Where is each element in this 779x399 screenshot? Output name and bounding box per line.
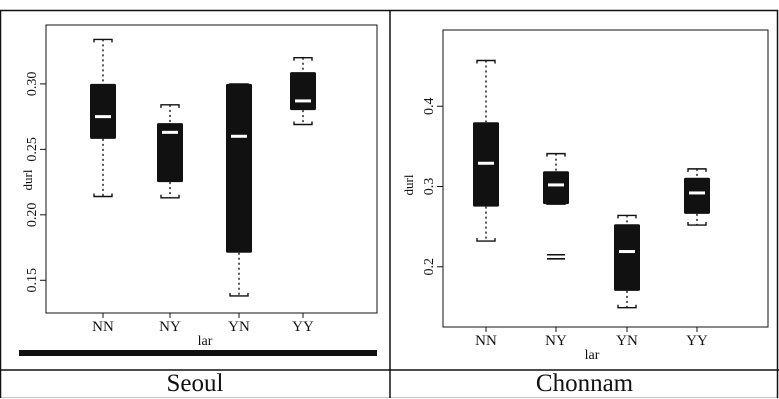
chart0-cap-min-1 xyxy=(160,194,180,199)
chart0-xtick-label-0: NN xyxy=(92,319,114,335)
chart0-xtick-label-2: YN xyxy=(228,319,250,335)
chart0-cap-max-1 xyxy=(160,104,180,108)
chart1-xlabel: lar xyxy=(585,348,600,363)
chart0-cap-min-3 xyxy=(293,121,313,126)
chart0-cap-max-0 xyxy=(93,38,113,43)
chart1-cap-max-3 xyxy=(687,168,707,172)
chart0-box-1 xyxy=(157,123,183,183)
chart1-box-1 xyxy=(543,171,569,205)
chart0-ytick-label-1: 0.20 xyxy=(25,203,40,228)
chart1-xtick-label-2: YN xyxy=(616,333,638,349)
chart1-cap-max-2 xyxy=(617,214,637,219)
chart0-cap-min-0 xyxy=(93,193,113,198)
chart1-xtick-label-0: NN xyxy=(475,333,497,349)
chart1-cap-max-0 xyxy=(476,59,496,64)
chart0-ylabel: durl xyxy=(20,169,35,190)
chonnam-plot-area xyxy=(442,29,769,328)
caption-seoul: Seoul xyxy=(166,370,224,397)
chart1-xtick-label-1: NY xyxy=(545,333,567,349)
chart0-xtick-label-1: NY xyxy=(159,319,181,335)
chart1-cap-min-2 xyxy=(617,304,637,309)
caption-chonnam: Chonnam xyxy=(535,370,634,397)
chart1-ylabel: durl xyxy=(401,174,416,195)
chart1-cap-min-0 xyxy=(476,238,496,242)
chonnam-boxplot: 0.2 0.3 0.4 durl NN NY YN YY lar xyxy=(401,59,710,363)
chart1-cap-min-3 xyxy=(687,222,707,226)
chart0-box-0 xyxy=(90,83,116,139)
seoul-boxplot: 0.15 0.20 0.25 0.30 durl NN NY YN YY lar xyxy=(20,38,316,349)
chart0-ytick-label-3: 0.30 xyxy=(25,72,40,97)
chart0-cap-max-3 xyxy=(293,57,313,61)
chart1-ytick-label-2: 0.4 xyxy=(422,98,437,116)
chart1-cap-max-1 xyxy=(546,152,566,157)
outer-border xyxy=(0,9,779,398)
chart0-ytick-label-0: 0.15 xyxy=(25,268,40,293)
chart0-xtick-label-3: YY xyxy=(292,319,314,335)
chart1-ytick-label-0: 0.2 xyxy=(422,258,437,276)
chart1-box-3 xyxy=(684,177,710,214)
chart0-cap-min-2 xyxy=(229,292,249,297)
chart1-box-2 xyxy=(614,224,640,291)
chart0-ytick-label-2: 0.25 xyxy=(25,137,40,162)
chart1-xtick-label-3: YY xyxy=(686,333,708,349)
seoul-bottom-bar xyxy=(19,350,377,356)
chart0-xlabel: lar xyxy=(198,334,213,349)
seoul-plot-area xyxy=(45,24,378,314)
chart0-box-3 xyxy=(290,72,316,111)
chart0-box-2 xyxy=(226,83,252,253)
chart1-ytick-label-1: 0.3 xyxy=(422,178,437,196)
